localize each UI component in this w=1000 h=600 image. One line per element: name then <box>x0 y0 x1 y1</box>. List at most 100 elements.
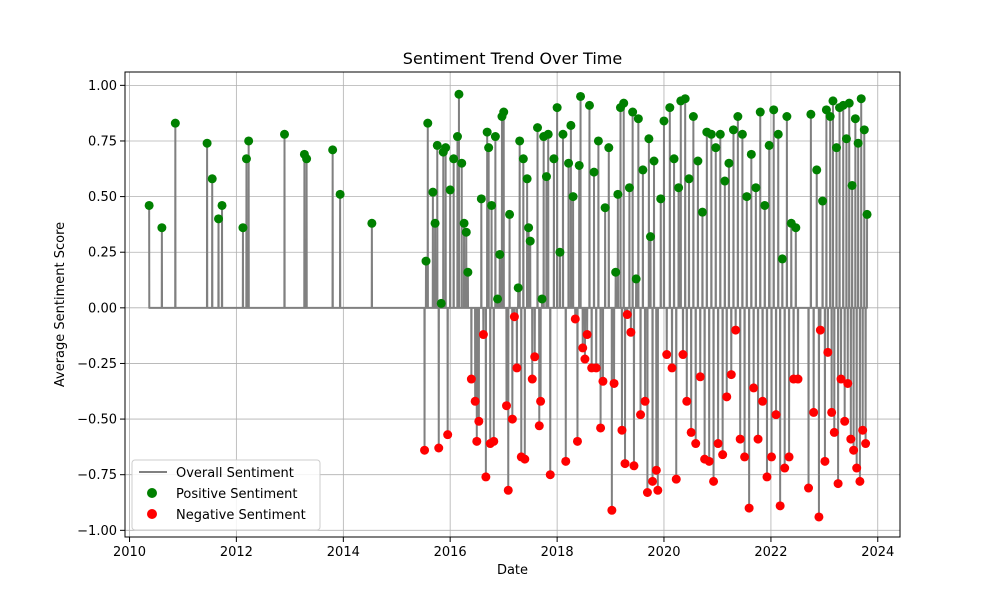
negative-point <box>512 363 522 373</box>
x-axis-title: Date <box>497 563 528 578</box>
positive-point <box>828 96 838 106</box>
positive-point <box>436 298 446 308</box>
negative-point <box>852 463 862 473</box>
negative-point <box>481 472 491 482</box>
positive-point <box>328 145 338 155</box>
negative-point <box>570 314 580 324</box>
negative-point <box>527 374 537 384</box>
positive-point <box>549 154 559 164</box>
positive-point <box>680 94 690 104</box>
negative-point <box>472 436 482 446</box>
negative-point <box>598 376 608 386</box>
negative-point <box>861 439 871 449</box>
positive-point <box>644 134 654 144</box>
positive-point <box>688 111 698 121</box>
negative-point <box>731 325 741 335</box>
positive-point <box>241 154 251 164</box>
x-tick-label: 2018 <box>541 545 574 560</box>
negative-point <box>726 370 736 380</box>
positive-point <box>499 107 509 117</box>
negative-point <box>642 488 652 498</box>
positive-point <box>525 236 535 246</box>
positive-point <box>669 154 679 164</box>
positive-point <box>645 232 655 242</box>
positive-point <box>238 223 248 233</box>
negative-point <box>530 352 540 362</box>
x-tick-label: 2014 <box>327 545 360 560</box>
positive-point <box>558 129 568 139</box>
negative-point <box>762 472 772 482</box>
negative-point <box>651 465 661 475</box>
positive-point <box>441 143 451 153</box>
y-tick-label: 1.00 <box>88 79 117 94</box>
negative-point <box>744 503 754 513</box>
positive-point <box>764 140 774 150</box>
negative-point <box>620 459 630 469</box>
positive-point <box>552 103 562 113</box>
positive-point <box>518 154 528 164</box>
positive-point <box>841 134 851 144</box>
negative-point <box>855 476 865 486</box>
positive-point <box>853 138 863 148</box>
positive-point <box>541 172 551 182</box>
positive-point <box>659 116 669 126</box>
positive-point <box>430 218 440 228</box>
positive-point <box>856 94 866 104</box>
positive-point <box>487 200 497 210</box>
y-tick-label: 0.00 <box>88 301 117 316</box>
positive-point <box>791 223 801 233</box>
positive-point <box>760 200 770 210</box>
positive-point <box>697 207 707 217</box>
positive-point <box>202 138 212 148</box>
positive-point <box>633 114 643 124</box>
negative-point <box>804 483 814 493</box>
positive-point <box>624 183 634 193</box>
positive-point <box>737 129 747 139</box>
positive-point <box>207 174 217 184</box>
negative-point <box>662 350 672 360</box>
negative-point <box>809 407 819 417</box>
y-axis-ticks: 1.00 0.75 0.50 0.25 0.00 −0.25 −0.50 −0.75 −1.00 <box>77 79 125 539</box>
positive-point <box>656 194 666 204</box>
negative-point <box>849 445 859 455</box>
positive-point <box>628 107 638 117</box>
negative-point <box>775 501 785 511</box>
negative-point <box>767 452 777 462</box>
positive-point <box>862 209 872 219</box>
positive-point <box>457 158 467 168</box>
negative-point <box>713 439 723 449</box>
positive-point <box>715 129 725 139</box>
negative-point <box>503 485 513 495</box>
positive-point <box>755 107 765 117</box>
negative-point <box>836 374 846 384</box>
positive-point <box>476 194 486 204</box>
positive-point <box>638 165 648 175</box>
positive-point <box>568 192 578 202</box>
negative-point <box>815 325 825 335</box>
negative-point <box>718 450 728 460</box>
y-tick-label: −0.75 <box>77 468 117 483</box>
negative-point <box>691 439 701 449</box>
positive-point <box>217 200 227 210</box>
negative-point <box>846 434 856 444</box>
negative-point <box>534 421 544 431</box>
negative-point <box>474 416 484 426</box>
negative-point <box>793 374 803 384</box>
positive-point <box>432 140 442 150</box>
negative-point <box>466 374 476 384</box>
positive-point <box>751 183 761 193</box>
negative-point <box>622 310 632 320</box>
negative-point <box>771 410 781 420</box>
negative-point <box>545 470 555 480</box>
positive-point <box>831 143 841 153</box>
negative-point <box>735 434 745 444</box>
y-tick-label: −0.50 <box>77 413 117 428</box>
negative-point <box>578 343 588 353</box>
negative-point <box>829 427 839 437</box>
positive-point <box>495 249 505 259</box>
positive-point <box>674 183 684 193</box>
positive-point <box>302 154 312 164</box>
negative-point <box>520 454 530 464</box>
legend-negative-marker <box>147 509 157 519</box>
positive-point <box>454 89 464 99</box>
